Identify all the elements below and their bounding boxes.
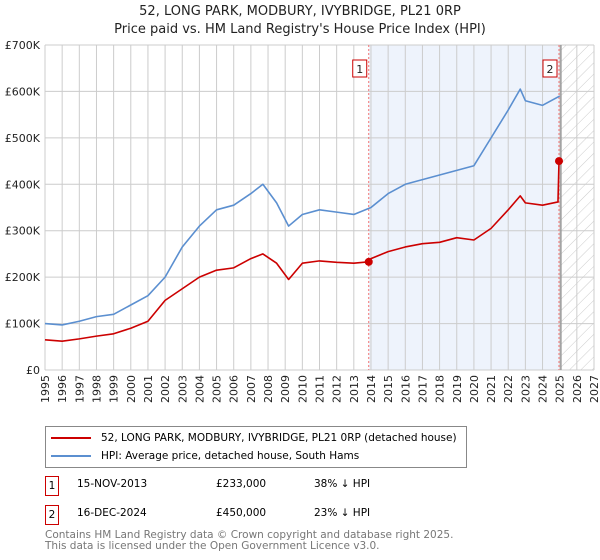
legend-label: 52, LONG PARK, MODBURY, IVYBRIDGE, PL21 … bbox=[101, 432, 457, 444]
annotation-label: 2 bbox=[547, 63, 554, 76]
transaction-price: £450,000 bbox=[216, 507, 267, 519]
annotation-box bbox=[542, 59, 558, 78]
transaction-date: 15-NOV-2013 bbox=[77, 478, 148, 490]
annotation-box bbox=[352, 59, 368, 78]
footer-licence: This data is licensed under the Open Gov… bbox=[45, 540, 380, 552]
x-tick-label: 2004 bbox=[193, 375, 206, 403]
x-tick-label: 1997 bbox=[73, 375, 86, 403]
x-tick-label: 2021 bbox=[485, 375, 498, 403]
y-tick-label: £400K bbox=[5, 178, 41, 191]
x-tick-label: 2027 bbox=[588, 375, 600, 403]
legend-item-hpi: HPI: Average price, detached house, Sout… bbox=[46, 448, 359, 464]
x-tick-label: 2013 bbox=[348, 375, 361, 403]
x-tick-label: 2008 bbox=[262, 375, 275, 403]
property-line bbox=[44, 161, 560, 343]
transaction-hpi: 38% ↓ HPI bbox=[314, 478, 371, 490]
x-tick-label: 2020 bbox=[468, 375, 481, 403]
x-tick-label: 1995 bbox=[39, 375, 52, 403]
x-tick-label: 2006 bbox=[228, 375, 241, 403]
y-tick-label: £0 bbox=[26, 364, 40, 377]
x-tick-label: 2016 bbox=[399, 375, 412, 403]
x-tick-label: 1998 bbox=[90, 375, 103, 403]
legend-label: HPI: Average price, detached house, Sout… bbox=[101, 450, 360, 462]
x-tick-label: 2005 bbox=[211, 375, 224, 403]
legend-swatch-red bbox=[51, 437, 91, 439]
x-tick-label: 2010 bbox=[296, 375, 309, 403]
transaction-price: £233,000 bbox=[216, 478, 267, 490]
x-tick-label: 2007 bbox=[245, 375, 258, 403]
transaction-hpi: 23% ↓ HPI bbox=[314, 507, 371, 519]
y-tick-label: £200K bbox=[5, 271, 41, 284]
price-chart: 1 2 1995 1996 1997 1998 1999 2000 2001 2002 2003 20… bbox=[5, 39, 600, 403]
x-tick-label: 2002 bbox=[159, 375, 172, 403]
x-tick-label: 2009 bbox=[279, 375, 292, 403]
legend: 52, LONG PARK, MODBURY, IVYBRIDGE, PL21 … bbox=[45, 426, 467, 468]
footer: Contains HM Land Registry data © Crown c… bbox=[45, 530, 453, 552]
footer-copyright: Contains HM Land Registry data © Crown c… bbox=[45, 529, 454, 541]
sale-point bbox=[555, 157, 564, 166]
forecast-hatch bbox=[560, 45, 594, 370]
y-tick-label: £700K bbox=[5, 39, 41, 52]
x-tick-label: 2025 bbox=[554, 375, 567, 403]
x-tick-label: 2024 bbox=[537, 375, 550, 403]
x-tick-label: 2015 bbox=[382, 375, 395, 403]
chart-title: 52, LONG PARK, MODBURY, IVYBRIDGE, PL21 … bbox=[139, 4, 461, 19]
x-tick-label: 2001 bbox=[142, 375, 155, 403]
x-tick-label: 2019 bbox=[451, 375, 464, 403]
transaction-marker: 2 bbox=[45, 505, 59, 525]
x-tick-label: 2026 bbox=[571, 375, 584, 403]
legend-swatch-blue bbox=[51, 455, 91, 457]
x-tick-label: 2012 bbox=[331, 375, 344, 403]
x-tick-label: 2011 bbox=[314, 375, 327, 403]
x-tick-label: 2003 bbox=[176, 375, 189, 403]
x-tick-label: 2014 bbox=[365, 375, 378, 403]
x-tick-label: 2022 bbox=[502, 375, 515, 403]
x-tick-label: 2000 bbox=[125, 375, 138, 403]
sale-point bbox=[364, 257, 373, 266]
x-tick-label: 1996 bbox=[56, 375, 69, 403]
hpi-line bbox=[44, 88, 561, 326]
transaction-marker: 1 bbox=[45, 476, 59, 496]
y-tick-label: £500K bbox=[5, 132, 41, 145]
highlight-band bbox=[368, 45, 560, 370]
legend-item-property: 52, LONG PARK, MODBURY, IVYBRIDGE, PL21 … bbox=[46, 430, 457, 446]
y-tick-label: £600K bbox=[5, 85, 41, 98]
y-tick-label: £100K bbox=[5, 318, 41, 331]
x-tick-label: 2018 bbox=[434, 375, 447, 403]
x-tick-label: 1999 bbox=[108, 375, 121, 403]
x-tick-label: 2017 bbox=[416, 375, 429, 403]
chart-subtitle: Price paid vs. HM Land Registry's House … bbox=[114, 22, 486, 37]
x-tick-label: 2023 bbox=[519, 375, 532, 403]
y-tick-label: £300K bbox=[5, 225, 41, 238]
annotation-label: 1 bbox=[356, 63, 363, 76]
transaction-date: 16-DEC-2024 bbox=[77, 507, 147, 519]
